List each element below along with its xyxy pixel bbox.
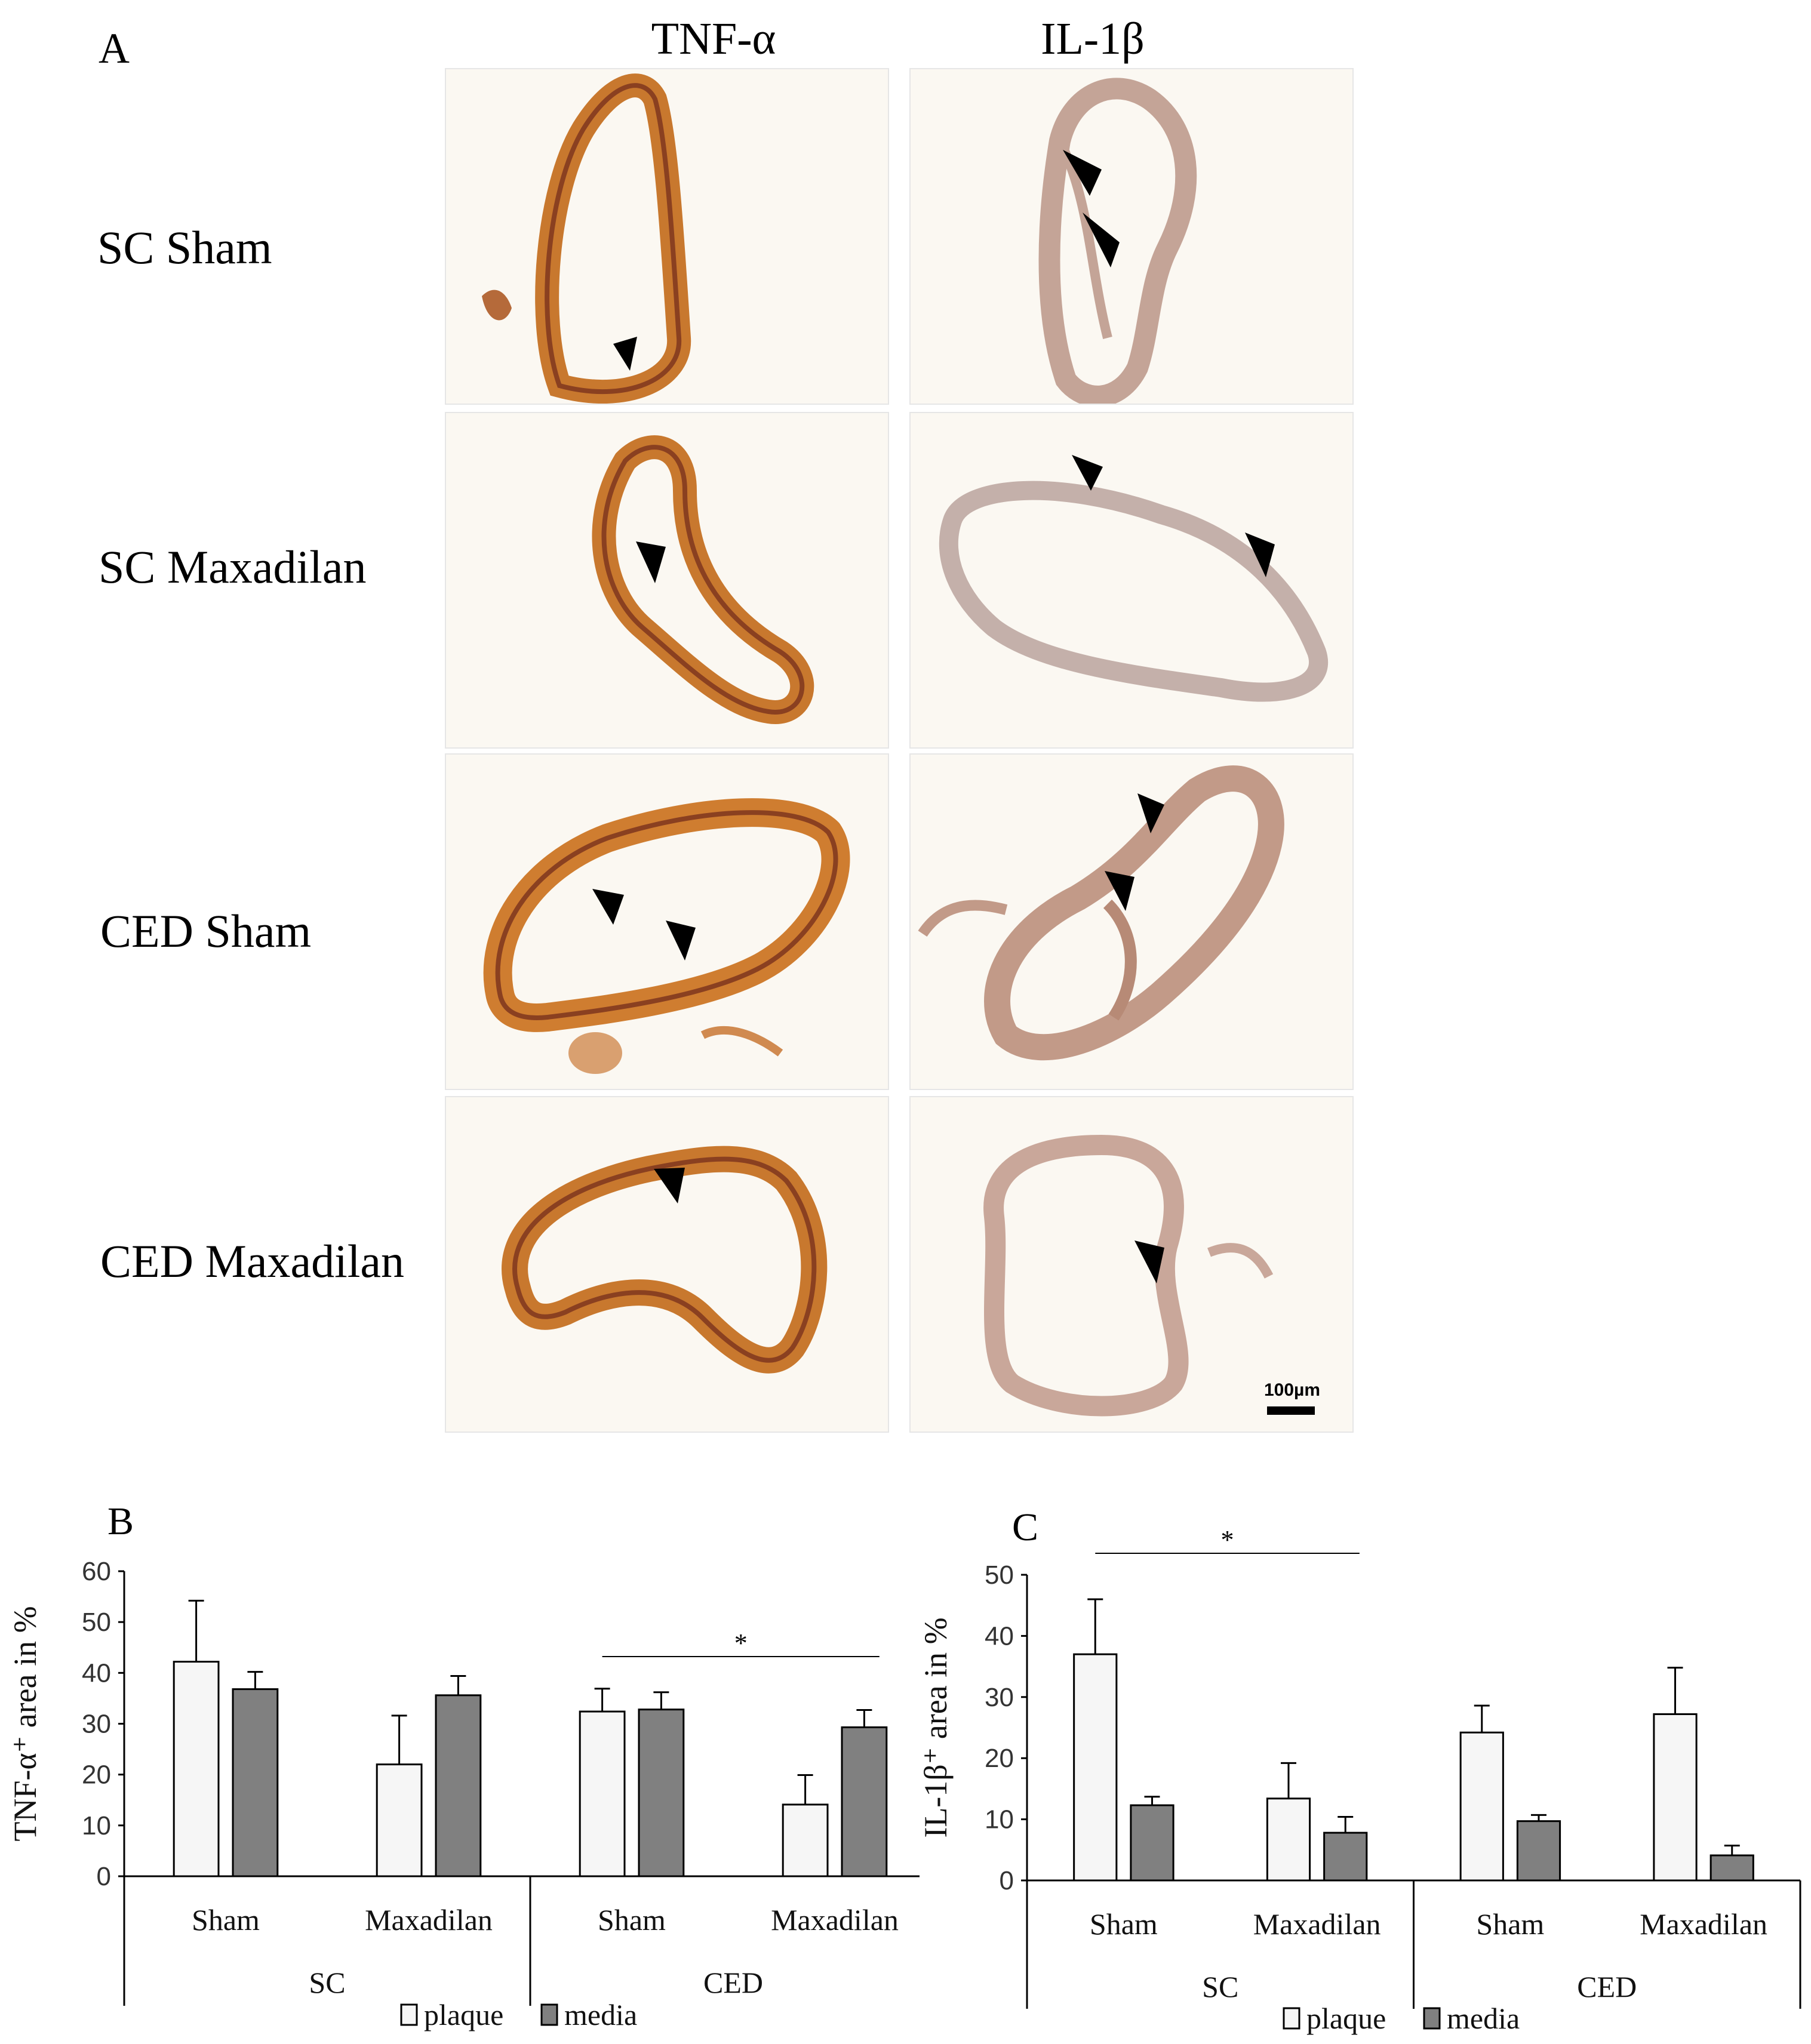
chart-tnf-area: B 0 10 20 30 40 50 60 TNF-α⁺ area in % Sham Maxadi… <box>7 1500 920 2031</box>
micrograph-tnf-ced-maxadilan <box>445 1096 889 1433</box>
significance-marker: * <box>734 1629 748 1658</box>
arrowhead-icon <box>613 337 637 371</box>
x-category-label: Maxadilan <box>1253 1907 1381 1941</box>
micrograph-tnf-sc-sham <box>445 68 889 405</box>
bar-plaque <box>376 1763 423 1877</box>
arrowhead-icon <box>1063 150 1102 196</box>
scale-bar-label: 100µm <box>1264 1380 1320 1400</box>
y-tick-label: 0 <box>97 1862 111 1891</box>
micrograph-il1b-sc-sham <box>909 68 1354 405</box>
bar-media <box>435 1694 482 1877</box>
bar-media <box>1323 1831 1368 1882</box>
arrowhead-icon <box>1245 532 1275 577</box>
y-tick-label: 20 <box>82 1760 111 1790</box>
legend-swatch-media <box>540 2003 558 2026</box>
x-category-label: Maxadilan <box>771 1903 899 1937</box>
column-header-il1b: IL-1β <box>1041 14 1145 64</box>
legend-label-plaque: plaque <box>1306 2002 1386 2035</box>
x-category-label: Sham <box>192 1903 260 1937</box>
arrowhead-icon <box>1134 1240 1164 1283</box>
arrowhead-icon <box>654 1168 685 1203</box>
micrograph-il1b-ced-sham <box>909 753 1354 1090</box>
legend-swatch-media <box>1423 2007 1441 2030</box>
panel-letter: C <box>1012 1506 1038 1549</box>
bar-media <box>1130 1804 1174 1882</box>
legend-swatch-plaque <box>1283 2007 1300 2030</box>
bar-plaque <box>1459 1731 1504 1882</box>
bar-media <box>638 1709 685 1877</box>
arrowhead-icon <box>1083 213 1120 267</box>
arrowhead-icon <box>1137 793 1164 833</box>
y-tick-label: 20 <box>985 1744 1014 1773</box>
y-axis-title: IL-1β⁺ area in % <box>923 1617 954 1837</box>
y-tick-label: 10 <box>985 1805 1014 1834</box>
arrowhead-icon <box>1072 455 1103 491</box>
panel-a-letter: A <box>99 24 130 72</box>
legend-label-media: media <box>564 1998 637 2031</box>
bar-media <box>232 1688 279 1877</box>
y-tick-label: 60 <box>82 1557 111 1586</box>
column-header-tnf: TNF-α <box>651 14 776 64</box>
x-group-label: CED <box>1577 1970 1637 2003</box>
x-group-label: SC <box>309 1966 345 1999</box>
y-tick-label: 50 <box>82 1608 111 1637</box>
x-category-label: Sham <box>598 1903 666 1937</box>
bar-media <box>1709 1854 1754 1882</box>
y-tick-label: 40 <box>82 1658 111 1688</box>
y-tick-label: 40 <box>985 1621 1014 1651</box>
arrowhead-icon <box>1105 871 1134 911</box>
y-tick-label: 30 <box>985 1683 1014 1712</box>
significance-marker: * <box>1221 1525 1234 1554</box>
panel-letter: B <box>107 1500 134 1543</box>
micrograph-il1b-ced-maxadilan: 100µm <box>909 1096 1354 1433</box>
x-category-label: Sham <box>1090 1907 1158 1941</box>
y-tick-label: 50 <box>985 1560 1014 1590</box>
arrowhead-icon <box>636 541 666 583</box>
arrowhead-icon <box>666 921 696 961</box>
y-tick-label: 0 <box>1000 1866 1014 1895</box>
bar-plaque <box>579 1710 626 1877</box>
micrograph-tnf-ced-sham <box>445 753 889 1090</box>
x-group-label: CED <box>703 1966 763 1999</box>
row-label-ced-maxadilan: CED Maxadilan <box>100 1235 405 1287</box>
y-tick-label: 10 <box>82 1811 111 1840</box>
y-axis-title: TNF-α⁺ area in % <box>7 1606 43 1841</box>
y-tick-label: 30 <box>82 1710 111 1739</box>
arrowhead-icon <box>592 889 624 925</box>
micrograph-tnf-sc-maxadilan <box>445 412 889 749</box>
bar-plaque <box>173 1661 220 1877</box>
bar-plaque <box>782 1803 829 1877</box>
bar-plaque <box>1266 1797 1311 1882</box>
x-category-label: Maxadilan <box>1640 1907 1767 1941</box>
x-category-label: Sham <box>1476 1907 1544 1941</box>
x-group-label: SC <box>1202 1970 1238 2003</box>
bar-plaque <box>1653 1713 1698 1882</box>
row-label-sc-maxadilan: SC Maxadilan <box>99 541 367 593</box>
scale-bar <box>1267 1406 1315 1415</box>
row-label-ced-sham: CED Sham <box>100 905 312 957</box>
row-label-sc-sham: SC Sham <box>97 221 272 273</box>
micrograph-il1b-sc-maxadilan <box>909 412 1354 749</box>
bar-plaque <box>1073 1653 1118 1882</box>
x-category-label: Maxadilan <box>365 1903 493 1937</box>
bar-media <box>841 1726 888 1877</box>
legend-swatch-plaque <box>400 2003 418 2026</box>
bar-media <box>1516 1820 1561 1882</box>
legend-label-media: media <box>1447 2002 1520 2035</box>
legend-label-plaque: plaque <box>424 1998 503 2031</box>
chart-il1b-area: C 0 10 20 30 40 50 IL-1β⁺ area in % Sham Maxadila… <box>923 1506 1801 2035</box>
